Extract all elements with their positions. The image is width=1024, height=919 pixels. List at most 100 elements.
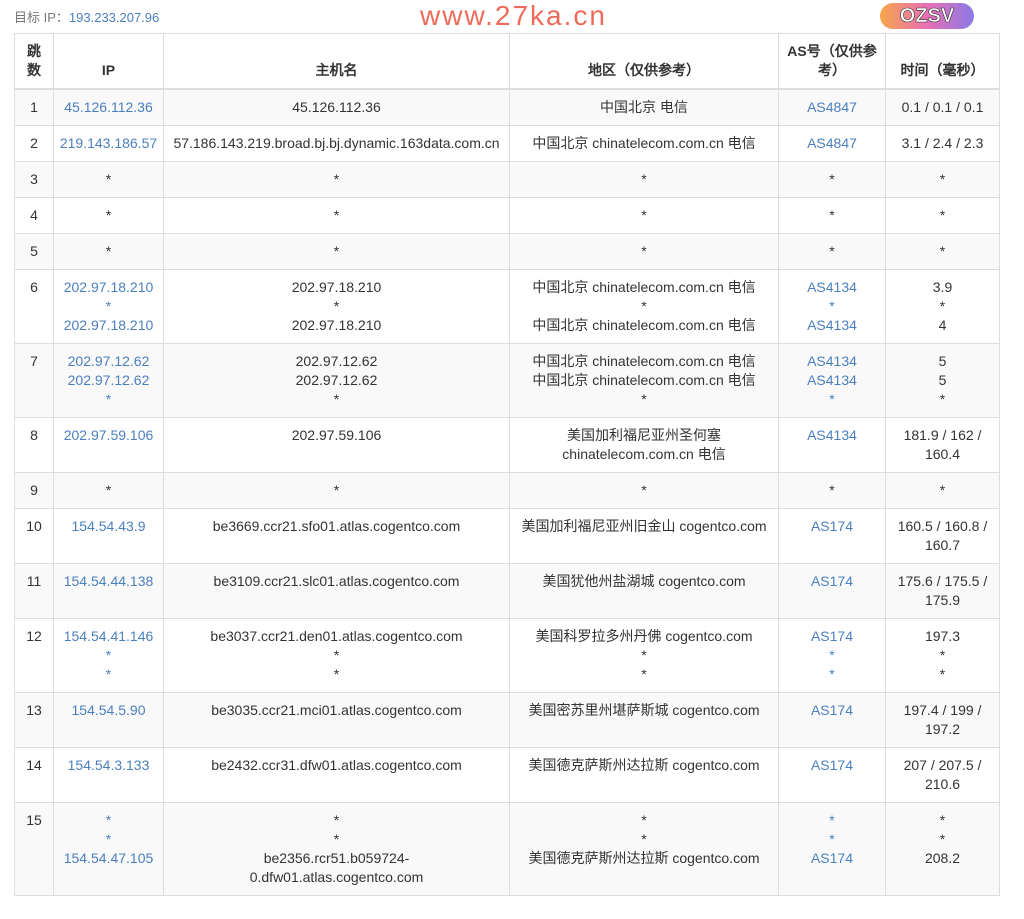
time-cell: * [885,472,1000,509]
header-hostname: 主机名 [163,33,510,90]
region-cell: 美国加利福尼亚州圣何塞 chinatelecom.com.cn 电信 [509,417,779,473]
as-cell[interactable]: * * AS174 [778,802,886,896]
table-row: 15 * * 154.54.47.105 * * be2356.rcr51.b059… [14,802,1000,896]
table-row: 9 * * * * * [14,472,1000,509]
hostname-cell: be3669.ccr21.sfo01.atlas.cogentco.com [163,508,510,564]
time-cell: * [885,233,1000,270]
ip-cell[interactable]: 45.126.112.36 [53,88,164,126]
hop-cell: 12 [14,618,54,693]
hostname-cell: 57.186.143.219.broad.bj.bj.dynamic.163da… [163,125,510,162]
time-cell: * [885,197,1000,234]
ip-cell[interactable]: 154.54.43.9 [53,508,164,564]
ip-cell[interactable]: 154.54.5.90 [53,692,164,748]
header-ip: IP [53,33,164,90]
header-time: 时间（毫秒） [885,33,1000,90]
as-cell[interactable]: AS4134 AS4134 * [778,343,886,418]
table-row: 8 202.97.59.106 202.97.59.106 美国加利福尼亚州圣何塞 c… [14,417,1000,473]
ip-cell[interactable]: 202.97.18.210 * 202.97.18.210 [53,269,164,344]
table-row: 5 * * * * * [14,233,1000,270]
region-cell: 中国北京 电信 [509,88,779,126]
time-cell: 197.3 * * [885,618,1000,693]
header-region: 地区（仅供参考） [509,33,779,90]
as-cell[interactable]: AS174 [778,508,886,564]
as-cell[interactable]: AS174 * * [778,618,886,693]
time-cell: * [885,161,1000,198]
time-cell: 3.9 * 4 [885,269,1000,344]
as-cell[interactable]: AS4134 * AS4134 [778,269,886,344]
table-row: 4 * * * * * [14,197,1000,234]
region-cell: * [509,233,779,270]
hostname-cell: 202.97.59.106 [163,417,510,473]
hop-cell: 3 [14,161,54,198]
hostname-cell: * [163,161,510,198]
hop-cell: 4 [14,197,54,234]
hostname-cell: 202.97.12.62 202.97.12.62 * [163,343,510,418]
time-cell: * * 208.2 [885,802,1000,896]
time-cell: 160.5 / 160.8 / 160.7 [885,508,1000,564]
as-cell[interactable]: AS174 [778,563,886,619]
watermark-text: www.27ka.cn [420,0,607,31]
hostname-cell: * [163,233,510,270]
ip-cell: * [53,197,164,234]
region-cell: 美国科罗拉多州丹佛 cogentco.com * * [509,618,779,693]
hostname-cell: be3037.ccr21.den01.atlas.cogentco.com * … [163,618,510,693]
target-ip-value: 193.233.207.96 [68,10,160,25]
ozsv-logo: OZSV [880,3,974,29]
hostname-cell: be2432.ccr31.dfw01.atlas.cogentco.com [163,747,510,803]
ip-cell[interactable]: 219.143.186.57 [53,125,164,162]
time-cell: 181.9 / 162 / 160.4 [885,417,1000,473]
hop-cell: 5 [14,233,54,270]
time-cell: 3.1 / 2.4 / 2.3 [885,125,1000,162]
hostname-cell: * [163,472,510,509]
region-cell: * * 美国德克萨斯州达拉斯 cogentco.com [509,802,779,896]
region-cell: 中国北京 chinatelecom.com.cn 电信 中国北京 chinate… [509,343,779,418]
hop-cell: 13 [14,692,54,748]
target-ip-label: 目标 IP： [14,10,69,25]
as-cell: * [778,161,886,198]
time-cell: 0.1 / 0.1 / 0.1 [885,88,1000,126]
as-cell: * [778,472,886,509]
hop-cell: 10 [14,508,54,564]
as-cell: * [778,233,886,270]
hostname-cell: * [163,197,510,234]
as-cell[interactable]: AS4847 [778,125,886,162]
table-row: 2 219.143.186.57 57.186.143.219.broad.bj.b… [14,125,1000,162]
hop-cell: 1 [14,88,54,126]
time-cell: 175.6 / 175.5 / 175.9 [885,563,1000,619]
as-cell[interactable]: AS4847 [778,88,886,126]
as-cell[interactable]: AS174 [778,692,886,748]
time-cell: 197.4 / 199 / 197.2 [885,692,1000,748]
table-row: 7 202.97.12.62 202.97.12.62 * 202.97.12.62… [14,343,1000,418]
table-row: 11 154.54.44.138 be3109.ccr21.slc01.atlas.… [14,563,1000,619]
table-row: 10 154.54.43.9 be3669.ccr21.sfo01.atlas.co… [14,508,1000,564]
table-row: 12 154.54.41.146 * * be3037.ccr21.den01.at… [14,618,1000,693]
hop-cell: 15 [14,802,54,896]
ip-cell[interactable]: 154.54.3.133 [53,747,164,803]
region-cell: * [509,472,779,509]
table-row: 1 45.126.112.36 45.126.112.36 中国北京 电信 AS4847… [14,88,1000,126]
ip-cell[interactable]: 154.54.44.138 [53,563,164,619]
region-cell: 美国加利福尼亚州旧金山 cogentco.com [509,508,779,564]
table-row: 6 202.97.18.210 * 202.97.18.210 202.97.18.… [14,269,1000,344]
as-cell[interactable]: AS4134 [778,417,886,473]
ip-cell[interactable]: 202.97.59.106 [53,417,164,473]
time-cell: 207 / 207.5 / 210.6 [885,747,1000,803]
region-cell: 美国密苏里州堪萨斯城 cogentco.com [509,692,779,748]
hop-cell: 9 [14,472,54,509]
as-cell: * [778,197,886,234]
hostname-cell: * * be2356.rcr51.b059724- 0.dfw01.atlas.… [163,802,510,896]
table-header-row: 跳 数 IP 主机名 地区（仅供参考） AS号（仅供参 考） 时间（毫秒） [14,33,1000,90]
as-cell[interactable]: AS174 [778,747,886,803]
region-cell: * [509,197,779,234]
ip-cell: * [53,233,164,270]
ip-cell[interactable]: 154.54.41.146 * * [53,618,164,693]
header-hop: 跳 数 [14,33,54,90]
hostname-cell: 202.97.18.210 * 202.97.18.210 [163,269,510,344]
ip-cell[interactable]: * * 154.54.47.105 [53,802,164,896]
ip-cell: * [53,161,164,198]
ip-cell[interactable]: 202.97.12.62 202.97.12.62 * [53,343,164,418]
hop-cell: 6 [14,269,54,344]
table-row: 14 154.54.3.133 be2432.ccr31.dfw01.atlas.c… [14,747,1000,803]
hop-cell: 14 [14,747,54,803]
